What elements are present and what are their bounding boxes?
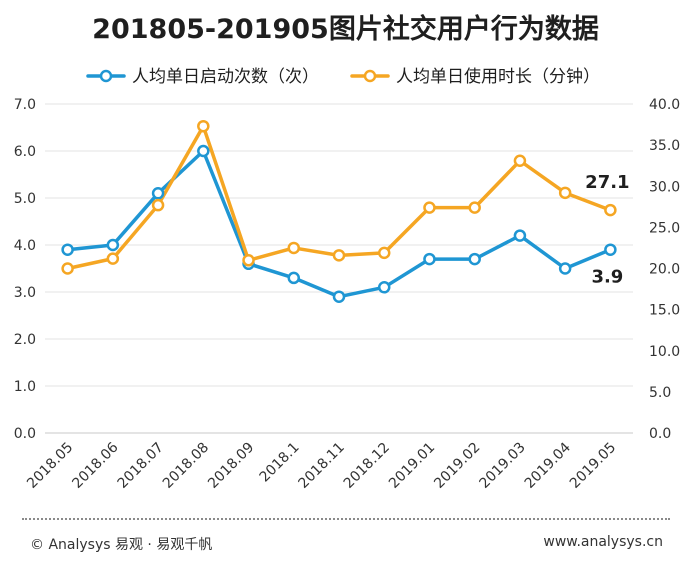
series-0-point: [513, 229, 527, 242]
y-right-tick-label: 20.0: [649, 262, 680, 278]
y-left-tick-label: 1.0: [14, 379, 36, 395]
series-0-point: [197, 144, 210, 158]
x-tick-label: 2018.05: [24, 440, 76, 492]
x-tick-label: 2019.03: [476, 440, 528, 492]
series-1-point: [106, 252, 120, 265]
series-0-point: [558, 262, 572, 275]
series-0-point: [377, 281, 391, 294]
series-0-point: [287, 271, 301, 285]
series-0-point: [468, 252, 481, 266]
series-1-point: [332, 249, 346, 262]
series-1-point: [287, 241, 301, 255]
y-left-tick-label: 3.0: [14, 285, 36, 301]
y-left-tick-label: 2.0: [14, 332, 36, 348]
y-right-tick-label: 25.0: [649, 220, 680, 236]
data-label: 3.9: [591, 267, 623, 288]
data-label: 27.1: [585, 172, 629, 193]
x-tick-label: 2018.09: [205, 440, 257, 492]
x-tick-label: 2018.1: [257, 440, 303, 486]
series-line-1: [65, 124, 613, 271]
legend-marker-0: [99, 69, 113, 83]
x-tick-label: 2018.11: [296, 440, 348, 492]
y-right-tick-label: 40.0: [649, 97, 680, 113]
x-tick-label: 2019.05: [567, 440, 619, 492]
legend-label: 人均单日启动次数（次）: [132, 67, 319, 87]
series-1-point: [423, 201, 436, 214]
y-left-tick-label: 0.0: [14, 426, 36, 442]
x-tick-label: 2018.06: [69, 439, 121, 491]
x-tick-label: 2018.08: [160, 440, 212, 492]
series-0-point: [151, 187, 165, 200]
series-line-0: [65, 149, 613, 299]
footer-website: www.analysys.cn: [543, 534, 663, 550]
series-1-point: [468, 201, 481, 214]
y-right-tick-label: 35.0: [649, 138, 680, 154]
series-1-point: [377, 246, 391, 260]
y-left-tick-label: 7.0: [14, 97, 36, 113]
x-tick-label: 2019.01: [386, 440, 438, 492]
series-0-point: [604, 243, 617, 256]
series-1-point: [242, 254, 255, 267]
footer-source: © Analysys 易观 · 易观千帆: [30, 537, 213, 553]
series-1-point: [604, 203, 617, 217]
series-1-point: [197, 119, 210, 133]
y-right-tick-label: 0.0: [649, 426, 671, 442]
x-tick-label: 2019.02: [431, 440, 483, 492]
series-0-point: [332, 290, 346, 303]
y-left-tick-label: 5.0: [14, 191, 36, 207]
series-0-point: [106, 238, 120, 252]
y-right-tick-label: 5.0: [649, 385, 671, 401]
chart-title: 201805-201905图片社交用户行为数据: [92, 14, 599, 45]
y-right-tick-label: 10.0: [649, 344, 680, 360]
y-left-tick-label: 6.0: [14, 144, 36, 160]
y-left-tick-label: 4.0: [14, 238, 36, 254]
y-right-tick-label: 30.0: [649, 179, 680, 195]
series-1-point: [558, 186, 572, 200]
y-right-tick-label: 15.0: [649, 303, 680, 319]
series-0-point: [61, 243, 74, 256]
series-1-point: [61, 262, 74, 275]
series-0-point: [423, 252, 436, 266]
series-1-point: [513, 154, 527, 168]
legend-marker-1: [363, 69, 377, 83]
footer-divider: [22, 518, 670, 520]
x-tick-label: 2019.04: [522, 439, 574, 491]
legend-label: 人均单日使用时长（分钟）: [396, 66, 600, 87]
x-tick-label: 2018.12: [341, 440, 393, 492]
series-1-point: [151, 198, 165, 212]
x-tick-label: 2018.07: [115, 440, 167, 492]
